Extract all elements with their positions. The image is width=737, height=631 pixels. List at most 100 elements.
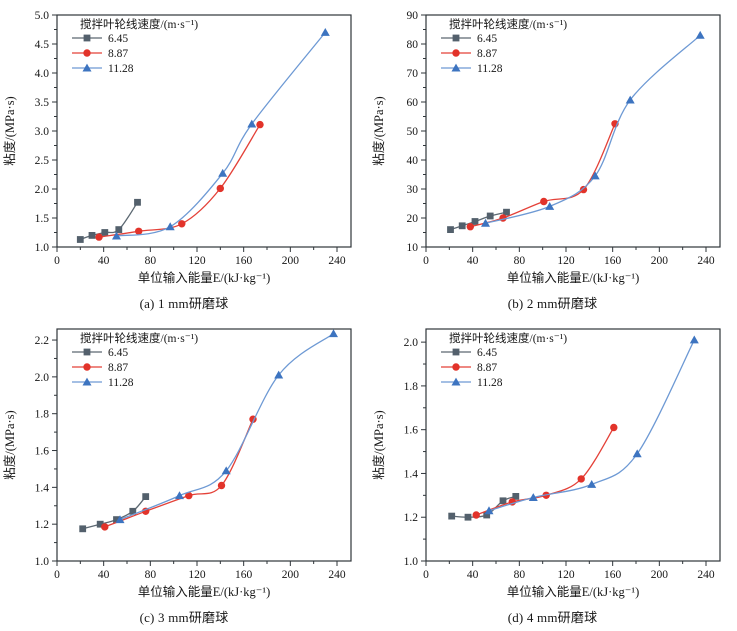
svg-text:1.6: 1.6 xyxy=(35,446,50,458)
svg-text:80: 80 xyxy=(145,255,157,267)
svg-text:120: 120 xyxy=(557,569,575,581)
triangle-marker xyxy=(544,202,554,210)
svg-text:90: 90 xyxy=(406,10,418,22)
legend-item-label: 6.45 xyxy=(477,347,497,359)
square-marker xyxy=(486,212,494,220)
svg-text:0: 0 xyxy=(54,255,60,267)
square-marker xyxy=(471,218,478,225)
svg-text:4.0: 4.0 xyxy=(35,68,50,80)
svg-text:200: 200 xyxy=(650,255,668,267)
triangle-marker xyxy=(247,119,257,128)
square-marker xyxy=(458,222,466,230)
plot-border xyxy=(56,14,352,248)
svg-text:40: 40 xyxy=(406,155,418,167)
svg-text:80: 80 xyxy=(406,39,418,51)
chart-c-canvas: 0 40 80 120 160 200 240 1.0 1.2 1.4 1.6 1.8 2.0 2.2 单位… xyxy=(2,328,352,599)
square-marker xyxy=(447,512,455,520)
y-tick-labels: 1.0 1.5 2.0 2.5 3.0 3.5 4.0 4.5 5.0 xyxy=(35,10,50,254)
svg-text:30: 30 xyxy=(406,184,418,196)
svg-text:2.0: 2.0 xyxy=(35,184,50,196)
legend-item-label: 8.87 xyxy=(108,362,128,374)
chart-d-caption: (d) 4 mm研磨球 xyxy=(507,610,598,625)
series-markers-11.28 xyxy=(115,329,338,524)
y-axis-label: 粘度/(MPa·s) xyxy=(2,410,17,479)
series-line-11.28 xyxy=(488,339,695,512)
svg-text:1.0: 1.0 xyxy=(35,242,50,254)
y-axis-label: 粘度/(MPa·s) xyxy=(371,96,386,165)
series-markers-11.28 xyxy=(484,335,699,515)
svg-text:200: 200 xyxy=(650,569,668,581)
series-markers-8.87 xyxy=(472,423,617,519)
y-tick-labels: 10 20 30 40 50 60 70 80 90 xyxy=(406,10,418,254)
square-marker xyxy=(96,520,104,528)
square-marker xyxy=(115,226,123,233)
square-marker xyxy=(83,348,91,356)
circle-marker xyxy=(577,475,585,483)
svg-text:200: 200 xyxy=(282,569,300,581)
legend-item-label: 11.28 xyxy=(477,63,503,75)
square-marker xyxy=(129,507,137,515)
square-marker xyxy=(113,516,120,523)
square-marker xyxy=(452,348,459,356)
series-markers-11.28 xyxy=(112,28,330,240)
svg-text:2.0: 2.0 xyxy=(35,372,50,384)
svg-text:1.8: 1.8 xyxy=(35,409,50,421)
triangle-marker xyxy=(218,168,228,177)
triangle-marker xyxy=(480,218,490,227)
svg-text:240: 240 xyxy=(328,255,346,267)
legend-title: 搅拌叶轮线速度/(m·s⁻¹) xyxy=(80,331,198,345)
circle-marker xyxy=(472,511,480,519)
svg-text:10: 10 xyxy=(406,242,418,254)
triangle-marker xyxy=(274,370,284,379)
x-axis-label: 单位输入能量E/(kJ·kg⁻¹) xyxy=(506,584,639,599)
square-marker xyxy=(499,497,506,505)
x-axis-label: 单位输入能量E/(kJ·kg⁻¹) xyxy=(506,270,639,285)
square-marker xyxy=(511,493,519,500)
triangle-marker xyxy=(689,335,699,344)
chart-c: 0 40 80 120 160 200 240 1.0 1.2 1.4 1.6 1.8 2.0 2.2 单位… xyxy=(0,316,368,631)
legend-item-label: 11.28 xyxy=(477,377,503,389)
x-tick-labels: 0 40 80 120 160 200 240 xyxy=(423,569,715,581)
circle-marker xyxy=(178,220,186,228)
triangle-marker xyxy=(695,30,705,39)
svg-text:80: 80 xyxy=(513,569,525,581)
triangle-marker xyxy=(82,63,92,72)
svg-text:70: 70 xyxy=(406,68,418,80)
legend-item-label: 11.28 xyxy=(108,63,134,75)
square-marker xyxy=(79,525,87,533)
svg-text:160: 160 xyxy=(235,569,253,581)
triangle-marker xyxy=(586,480,596,488)
circle-marker xyxy=(256,120,264,129)
legend-item-label: 6.45 xyxy=(108,33,128,45)
triangle-marker xyxy=(625,95,635,104)
svg-text:0: 0 xyxy=(54,569,60,581)
square-marker xyxy=(452,34,459,42)
square-marker xyxy=(134,198,141,206)
legend: 搅拌叶轮线速度/(m·s⁻¹) 6.45 8.87 11.28 xyxy=(72,331,198,389)
circle-marker xyxy=(498,214,507,222)
chart-b-canvas: 0 40 80 120 160 200 240 10 20 30 40 50 60 70 80 90 单位输入能… xyxy=(371,10,721,285)
triangle-marker xyxy=(115,515,125,524)
x-tick-labels: 0 40 80 120 160 200 240 xyxy=(54,569,346,581)
legend-item-label: 8.87 xyxy=(477,362,497,374)
series-markers-8.87 xyxy=(101,415,257,531)
y-axis-label: 粘度/(MPa·s) xyxy=(2,96,17,165)
circle-marker xyxy=(95,233,103,241)
svg-text:160: 160 xyxy=(604,569,622,581)
triangle-marker xyxy=(320,28,330,36)
circle-marker xyxy=(216,184,224,193)
triangle-marker xyxy=(329,329,338,338)
square-marker xyxy=(142,493,150,500)
svg-text:4.5: 4.5 xyxy=(35,39,50,51)
series-markers-6.45 xyxy=(446,208,510,233)
chart-d-canvas: 0 40 80 120 160 200 240 1.0 1.2 1.4 1.6 1.8 2.0 单位输入能… xyxy=(371,328,721,599)
triangle-marker xyxy=(221,466,231,475)
legend-title: 搅拌叶轮线速度/(m·s⁻¹) xyxy=(449,331,567,345)
square-marker xyxy=(76,236,84,243)
svg-text:200: 200 xyxy=(282,255,300,267)
circle-marker xyxy=(539,197,547,206)
legend-title: 搅拌叶轮线速度/(m·s⁻¹) xyxy=(80,17,198,31)
triangle-marker xyxy=(175,491,184,500)
svg-text:1.8: 1.8 xyxy=(403,381,418,393)
svg-text:160: 160 xyxy=(235,255,253,267)
